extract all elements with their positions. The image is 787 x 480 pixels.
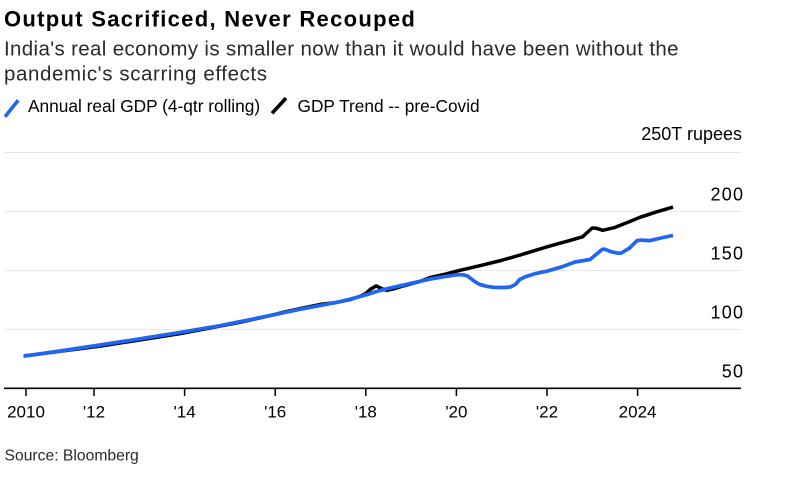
- svg-text:150: 150: [711, 244, 745, 264]
- svg-text:India's real economy is smalle: India's real economy is smaller now than…: [4, 37, 679, 60]
- svg-text:Output Sacrificed, Never Recou: Output Sacrificed, Never Recouped: [4, 7, 416, 32]
- svg-text:'16: '16: [264, 402, 286, 421]
- svg-text:200: 200: [711, 185, 745, 205]
- svg-text:100: 100: [711, 303, 745, 323]
- svg-text:2010: 2010: [7, 402, 45, 421]
- svg-text:'12: '12: [83, 402, 105, 421]
- svg-text:GDP Trend -- pre-Covid: GDP Trend -- pre-Covid: [298, 96, 480, 116]
- svg-text:'20: '20: [445, 402, 467, 421]
- svg-text:Annual real GDP (4-qtr rolling: Annual real GDP (4-qtr rolling): [28, 96, 260, 116]
- svg-text:50: 50: [722, 362, 744, 382]
- svg-text:'22: '22: [536, 402, 558, 421]
- svg-text:2024: 2024: [619, 402, 657, 421]
- svg-text:'14: '14: [174, 402, 196, 421]
- svg-text:250T rupees: 250T rupees: [641, 124, 742, 144]
- svg-text:Source: Bloomberg: Source: Bloomberg: [5, 448, 139, 465]
- svg-text:pandemic's scarring effects: pandemic's scarring effects: [4, 63, 268, 86]
- svg-text:'18: '18: [355, 402, 377, 421]
